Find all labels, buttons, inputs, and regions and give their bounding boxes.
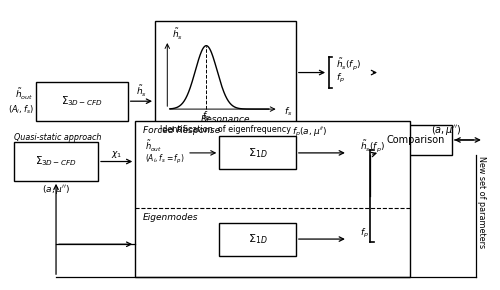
FancyBboxPatch shape — [219, 222, 296, 255]
Text: Eigenmodes: Eigenmodes — [142, 213, 198, 222]
Text: $(a, \mu^{\prime\prime})$: $(a, \mu^{\prime\prime})$ — [42, 183, 70, 196]
Text: Identification  of eigenfrequency: Identification of eigenfrequency — [160, 125, 291, 134]
Text: Resonance: Resonance — [200, 115, 250, 124]
Text: $\Sigma_{1D}$: $\Sigma_{1D}$ — [248, 232, 268, 246]
FancyBboxPatch shape — [14, 142, 98, 181]
FancyBboxPatch shape — [219, 136, 296, 169]
Text: $\Sigma_{1D}$: $\Sigma_{1D}$ — [248, 146, 268, 160]
Text: $\tilde{h}_s$: $\tilde{h}_s$ — [172, 27, 183, 42]
Text: $f_p(a, \mu^{\prime\prime})$: $f_p(a, \mu^{\prime\prime})$ — [292, 126, 327, 139]
Text: $\tilde{h}_s(f_p)$: $\tilde{h}_s(f_p)$ — [360, 138, 385, 154]
Text: $\chi_1$: $\chi_1$ — [111, 149, 122, 160]
Text: Quasi-static approach: Quasi-static approach — [14, 133, 102, 142]
Text: $\Sigma_{3D-CFD}$: $\Sigma_{3D-CFD}$ — [61, 94, 103, 108]
Text: $\tilde{h}_s$: $\tilde{h}_s$ — [136, 84, 147, 99]
Text: $(a, \mu^{\prime\prime})$: $(a, \mu^{\prime\prime})$ — [432, 123, 462, 137]
Text: $f_p$: $f_p$ — [336, 72, 345, 85]
FancyBboxPatch shape — [155, 21, 296, 135]
Text: $\Sigma_{3D-CFD}$: $\Sigma_{3D-CFD}$ — [35, 155, 77, 168]
Text: $\tilde{h}_{out}$: $\tilde{h}_{out}$ — [16, 87, 34, 102]
Text: $\tilde{h}_{out}$: $\tilde{h}_{out}$ — [145, 139, 162, 154]
FancyBboxPatch shape — [380, 125, 452, 155]
FancyBboxPatch shape — [36, 82, 128, 121]
Text: $f_s$: $f_s$ — [284, 106, 292, 118]
Text: Forced Response: Forced Response — [142, 126, 220, 135]
FancyBboxPatch shape — [135, 121, 409, 277]
Text: $f_p$: $f_p$ — [202, 110, 210, 123]
Text: New set of parameters: New set of parameters — [477, 156, 486, 249]
Text: $(A_i, f_s)$: $(A_i, f_s)$ — [8, 104, 34, 116]
Text: $\tilde{h}_s(f_p)$: $\tilde{h}_s(f_p)$ — [336, 56, 361, 72]
Text: $(A_i, f_s = f_p)$: $(A_i, f_s = f_p)$ — [145, 153, 184, 166]
Text: $f_p$: $f_p$ — [360, 227, 369, 240]
Text: Comparison: Comparison — [386, 135, 445, 145]
